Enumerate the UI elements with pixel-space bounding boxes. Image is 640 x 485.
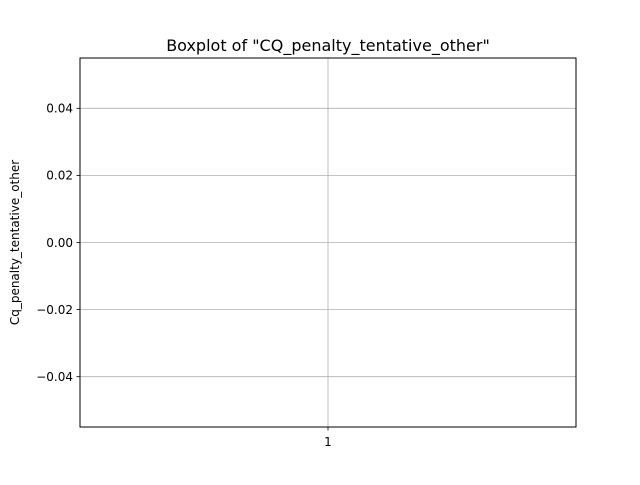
x-tick-label: 1 — [324, 435, 332, 449]
chart-title: Boxplot of "CQ_penalty_tentative_other" — [166, 36, 490, 56]
y-axis-label: Cq_penalty_tentative_other — [8, 160, 22, 325]
y-tick-label: −0.04 — [36, 370, 73, 384]
y-tick-label: 0.00 — [46, 236, 73, 250]
y-tick-label: 0.02 — [46, 169, 73, 183]
y-tick-label: −0.02 — [36, 303, 73, 317]
y-tick-label: 0.04 — [46, 102, 73, 116]
